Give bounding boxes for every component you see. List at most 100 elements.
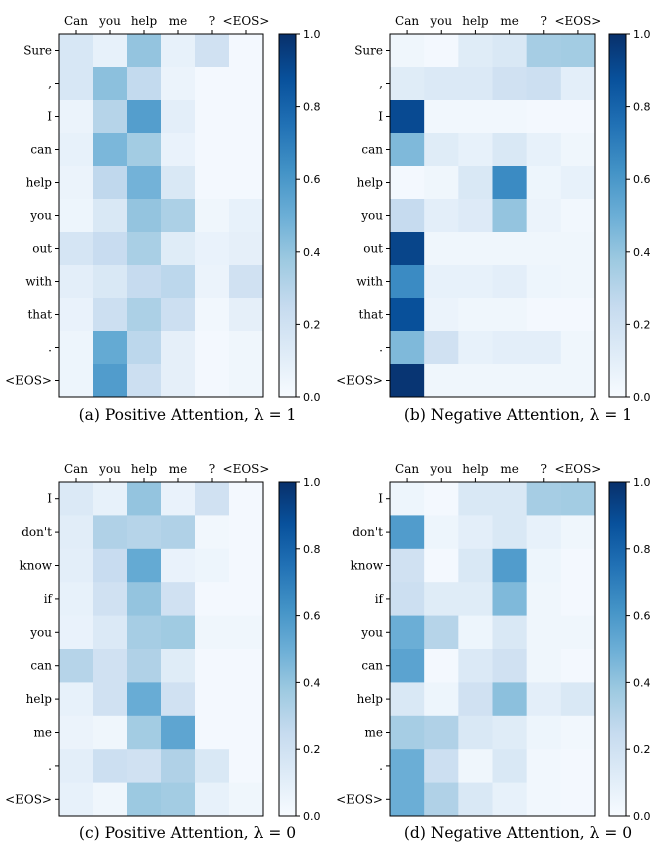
- heatmap-cell: [161, 100, 196, 134]
- heatmap-cell: [229, 166, 264, 200]
- colorbar-tick-label: 0.8: [633, 543, 651, 556]
- heatmap-cell: [560, 34, 596, 68]
- heatmap-cell: [59, 715, 94, 750]
- y-tick-label: with: [356, 275, 383, 289]
- colorbar: [608, 33, 627, 398]
- heatmap-cell: [127, 67, 162, 101]
- y-tick-label: .: [379, 341, 383, 355]
- x-tick-label: help: [131, 14, 158, 28]
- heatmap-cell: [560, 615, 596, 650]
- heatmap-cell: [195, 133, 230, 167]
- heatmap-cell: [59, 649, 94, 683]
- heatmap-cell: [229, 100, 264, 134]
- heatmap-cell: [458, 331, 493, 365]
- heatmap-frame: [389, 481, 596, 817]
- heatmap-cell: [526, 582, 562, 616]
- colorbar-tick-label: 0.0: [633, 391, 651, 404]
- heatmap-cell: [59, 67, 94, 101]
- heatmap-cell: [229, 298, 264, 332]
- heatmap-cell: [526, 199, 562, 233]
- heatmap-cell: [424, 782, 459, 817]
- heatmap-cell: [526, 331, 562, 365]
- heatmap-cell: [492, 548, 528, 583]
- heatmap-cell: [458, 482, 493, 516]
- heatmap-cell: [492, 100, 528, 134]
- heatmap-cell: [560, 199, 596, 233]
- heatmap-cell: [127, 649, 162, 683]
- heatmap-cell: [127, 515, 162, 550]
- heatmap-cell: [458, 100, 493, 134]
- heatmap-cell: [390, 100, 425, 134]
- heatmap-cell: [229, 615, 264, 650]
- heatmap-cell: [458, 364, 493, 398]
- panel-caption: (b) Negative Attention, λ = 1: [404, 406, 632, 424]
- heatmap-cell: [229, 682, 264, 717]
- heatmap-cell: [59, 682, 94, 717]
- heatmap-cell: [390, 199, 425, 233]
- heatmap-cell: [195, 548, 230, 583]
- heatmap-cell: [526, 133, 562, 167]
- heatmap-cell: [229, 364, 264, 398]
- heatmap-cell: [526, 100, 562, 134]
- heatmap-cell: [492, 331, 528, 365]
- y-tick-label: you: [29, 209, 52, 223]
- colorbar: [608, 481, 627, 817]
- heatmap-cell: [560, 67, 596, 101]
- heatmap-cell: [229, 649, 264, 683]
- heatmap-cell: [161, 298, 196, 332]
- heatmap-cell: [560, 582, 596, 616]
- heatmap-cell: [492, 482, 528, 516]
- colorbar-tick-label: 0.8: [633, 101, 651, 114]
- y-tick-label: help: [26, 176, 53, 190]
- heatmap-cell: [526, 482, 562, 516]
- y-tick-label: that: [358, 308, 383, 322]
- colorbar-tick-label: 0.6: [633, 173, 651, 186]
- heatmap-cell: [195, 67, 230, 101]
- y-tick-label: I: [378, 110, 383, 124]
- y-tick-label: Sure: [23, 44, 52, 58]
- y-tick-label: .: [48, 341, 52, 355]
- heatmap-cell: [492, 34, 528, 68]
- y-tick-label: help: [357, 176, 384, 190]
- heatmap-cell: [93, 582, 128, 616]
- heatmap-cell: [526, 166, 562, 200]
- colorbar-tick-label: 1.0: [633, 28, 651, 41]
- x-tick-label: <EOS>: [223, 462, 270, 476]
- heatmap-cell: [526, 515, 562, 550]
- heatmap-cell: [127, 615, 162, 650]
- heatmap-cell: [93, 682, 128, 717]
- x-tick-label: <EOS>: [223, 14, 270, 28]
- y-tick-label: me: [365, 726, 383, 740]
- heatmap-cell: [161, 34, 196, 68]
- heatmap-cell: [526, 67, 562, 101]
- colorbar-tick-label: 0.4: [303, 246, 321, 259]
- heatmap-cell: [492, 749, 528, 783]
- y-tick-label: know: [351, 559, 384, 573]
- x-tick-label: you: [429, 14, 452, 28]
- y-tick-label: you: [360, 625, 383, 639]
- heatmap-cell: [93, 100, 128, 134]
- heatmap-cell: [390, 749, 425, 783]
- x-tick-label: me: [500, 462, 518, 476]
- heatmap-cell: [229, 782, 264, 817]
- heatmap-cell: [390, 682, 425, 717]
- heatmap-cell: [93, 782, 128, 817]
- heatmap-cell: [93, 166, 128, 200]
- heatmap-cell: [458, 615, 493, 650]
- heatmap-cell: [390, 331, 425, 365]
- y-tick-label: I: [378, 492, 383, 506]
- x-tick-label: ?: [209, 462, 215, 476]
- heatmap-cell: [195, 199, 230, 233]
- colorbar-tick-label: 1.0: [303, 476, 321, 489]
- heatmap-cell: [59, 232, 94, 266]
- heatmap-cell: [161, 682, 196, 717]
- heatmap-cell: [560, 515, 596, 550]
- heatmap-cell: [127, 199, 162, 233]
- heatmap-cell: [229, 582, 264, 616]
- heatmap-cell: [424, 482, 459, 516]
- heatmap-cell: [560, 548, 596, 583]
- heatmap-cell: [161, 482, 196, 516]
- heatmap-cell: [424, 615, 459, 650]
- heatmap-cell: [492, 615, 528, 650]
